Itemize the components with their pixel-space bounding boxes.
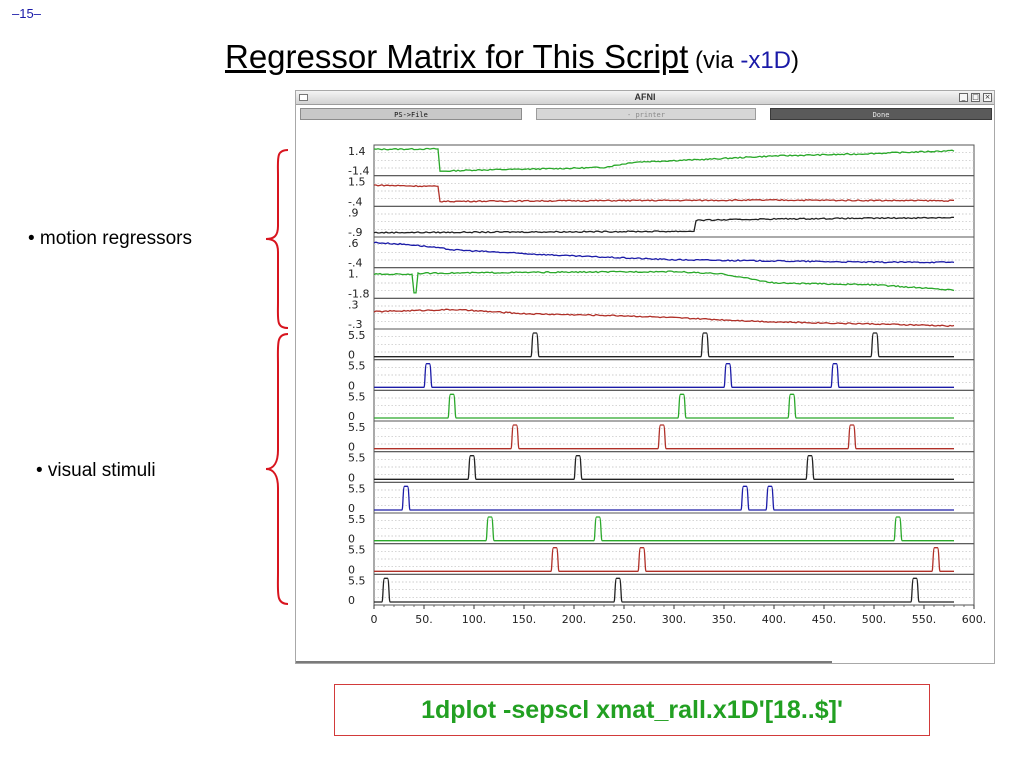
command-text: 1dplot -sepscl xmat_rall.x1D'[18..$]' [421,695,843,724]
title-prefix: (via [688,47,741,74]
done-button[interactable]: Done [770,108,992,120]
y-tick-label-bottom: -1.4 [348,165,369,178]
panel-frame [373,573,975,606]
panel-frame [373,451,975,483]
x-tick-label: 600. [962,613,987,626]
y-tick-label-bottom: 0 [348,379,355,392]
y-tick-label-bottom: -1.8 [348,287,369,300]
bullet-motion-regressors: • motion regressors [28,228,192,249]
y-tick-label-top: 5.5 [348,574,366,587]
x-tick-label: 200. [562,613,587,626]
title-flag: -x1D [740,47,792,74]
y-tick-label-bottom: -.9 [348,226,362,239]
x-tick-label: 300. [662,613,687,626]
bullet-visual-stimuli: • visual stimuli [36,460,156,481]
y-tick-label-top: 1.5 [348,176,366,189]
panel-frame [373,481,975,514]
maximize-icon[interactable]: □ [971,93,980,102]
y-tick-label-bottom: 0 [348,594,355,607]
series-line [374,393,954,419]
x-tick-label: 450. [812,613,837,626]
series-line [374,363,954,388]
window-status-bar [296,661,832,663]
x-tick-label: 550. [912,613,937,626]
y-tick-label-top: 1.4 [348,145,366,158]
series-line [373,270,955,294]
x-tick-label: 400. [762,613,787,626]
y-tick-label-bottom: -.4 [348,257,362,270]
page-number: –15– [12,6,41,21]
command-box: 1dplot -sepscl xmat_rall.x1D'[18..$]' [334,684,930,736]
x-tick-label: 50. [415,613,433,626]
y-tick-label-bottom: 0 [348,410,355,423]
panel-frame [373,175,975,207]
motion-brace [265,149,289,329]
printer-button[interactable]: - printer [536,108,756,120]
y-tick-label-bottom: 0 [348,441,355,454]
panel-frame [373,328,975,361]
panel-frame [373,389,975,422]
afni-window: AFNI _ □ × PS->File - printer Done 1.4 -1… [295,90,995,664]
series-line [373,147,955,173]
x-tick-label: 250. [612,613,637,626]
window-menu-icon[interactable] [299,94,308,101]
y-tick-label-top: .9 [348,206,359,219]
series-line [373,241,955,264]
y-tick-label-top: 5.5 [348,390,366,403]
series-line [374,184,954,203]
y-tick-label-bottom: 0 [348,349,355,362]
y-tick-label-bottom: 0 [348,533,355,546]
y-tick-label-top: 5.5 [348,360,366,373]
y-tick-label-top: 5.5 [348,452,366,465]
y-tick-label-top: 5.5 [348,329,366,342]
series-line [373,216,955,234]
minimize-icon[interactable]: _ [959,93,968,102]
panel-frame [373,205,975,238]
panel-frame [373,420,975,453]
panel-frame [373,512,975,545]
x-tick-label: 0 [371,613,378,626]
series-line [374,547,954,572]
series-line [374,577,954,603]
window-titlebar[interactable]: AFNI _ □ × [296,91,994,105]
y-tick-label-top: 1. [348,268,359,281]
title-suffix: ) [791,47,800,74]
y-tick-label-bottom: -.4 [348,195,362,208]
series-line [374,455,954,480]
series-line [373,308,955,328]
x-tick-label: 100. [462,613,487,626]
x-tick-label: 350. [712,613,737,626]
window-title: AFNI [634,92,656,102]
y-tick-label-top: 5.5 [348,421,366,434]
ps-file-button[interactable]: PS->File [300,108,522,120]
y-tick-label-top: .6 [348,237,359,250]
y-tick-label-bottom: 0 [348,563,355,576]
close-icon[interactable]: × [983,93,992,102]
x-tick-label: 500. [862,613,887,626]
stimuli-brace [265,333,289,605]
title-main: Regressor Matrix for This Script [224,38,689,75]
y-tick-label-bottom: -.3 [348,318,362,331]
y-tick-label-top: 5.5 [348,544,366,557]
series-line [374,485,954,511]
series-line [374,424,954,450]
y-tick-label-top: 5.5 [348,482,366,495]
y-tick-label-bottom: 0 [348,471,355,484]
y-tick-label-top: .3 [348,298,359,311]
y-tick-label-bottom: 0 [348,502,355,515]
slide-title: Regressor Matrix for This Script (via -x… [0,38,1024,76]
x-tick-label: 150. [512,613,537,626]
y-tick-label-top: 5.5 [348,513,366,526]
panel-frame [373,359,975,391]
panel-frame [373,543,975,575]
series-line [374,332,954,358]
regressor-plot: 1.4-1.41.5-.4.9-.9.6-.41.-1.8.3-.35.505.… [348,144,987,626]
series-line [374,516,954,542]
